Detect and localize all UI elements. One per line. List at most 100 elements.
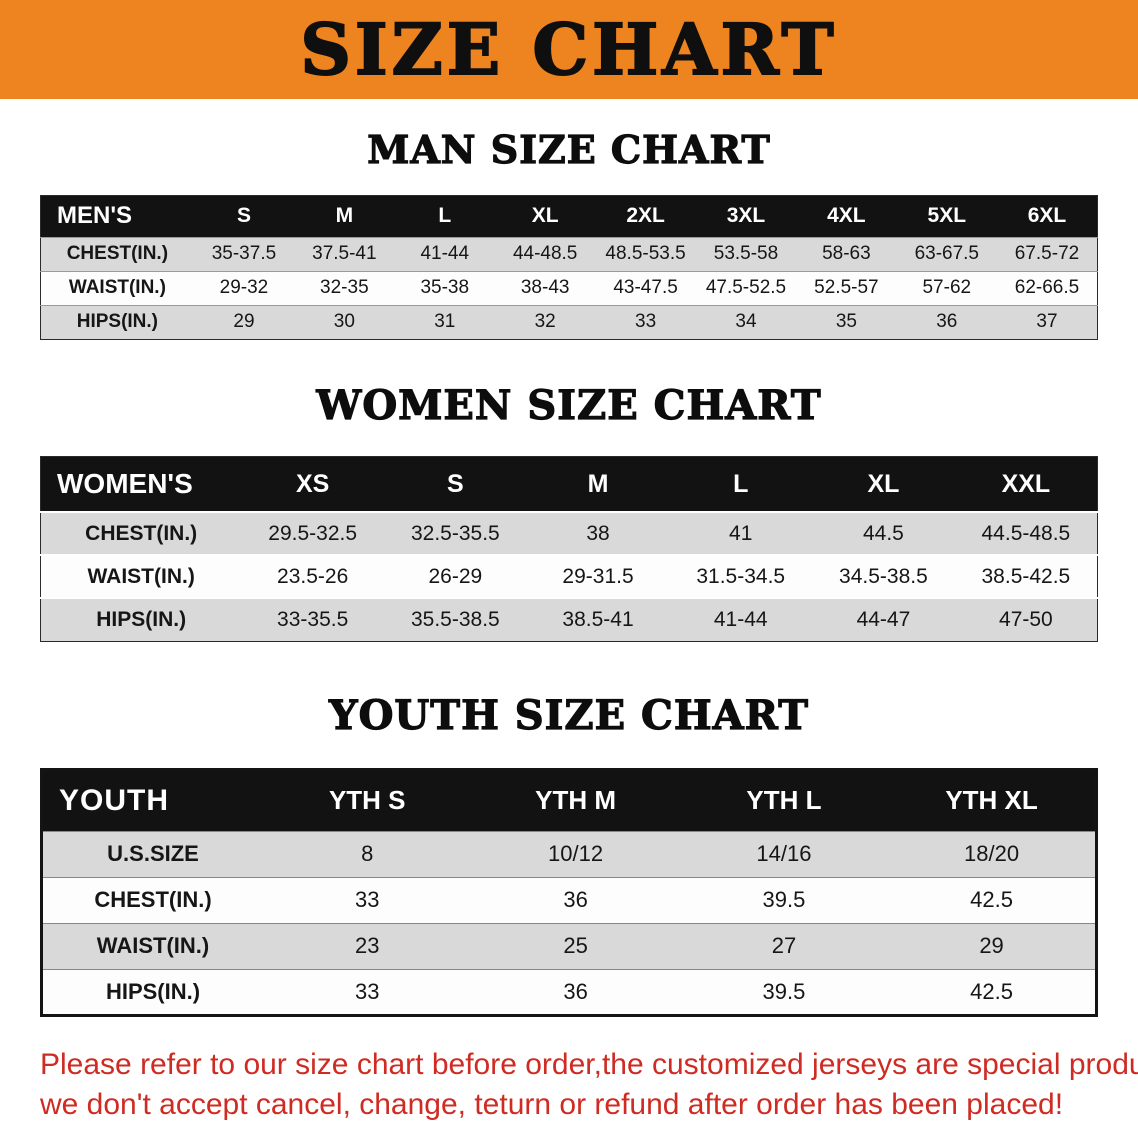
value-cell: 35 xyxy=(796,304,897,340)
size-header-cell: L xyxy=(669,456,813,513)
value-cell: 42.5 xyxy=(888,968,1097,1016)
table-row: WAIST(IN.) 23.5-26 26-29 29-31.5 31.5-34.5 34… xyxy=(40,554,1098,599)
size-header-cell: M xyxy=(526,456,670,513)
value-cell: 33 xyxy=(263,968,472,1016)
value-cell: 62-66.5 xyxy=(997,270,1098,306)
value-cell: 32-35 xyxy=(294,270,395,306)
table-title-cell: MEN'S xyxy=(40,195,194,238)
footer-note-line2: we don't accept cancel, change, teturn o… xyxy=(40,1088,1064,1122)
value-cell: 34.5-38.5 xyxy=(812,554,955,599)
table-row: U.S.SIZE 8 10/12 14/16 18/20 xyxy=(41,830,1097,878)
footer-note: Please refer to our size chart before or… xyxy=(0,1045,1138,1126)
table-row: HIPS(IN.) 29 30 31 32 33 34 35 36 37 xyxy=(40,304,1098,340)
value-cell: 32.5-35.5 xyxy=(384,511,527,556)
value-cell: 18/20 xyxy=(888,830,1097,878)
value-cell: 41-44 xyxy=(669,597,813,642)
value-cell: 35-37.5 xyxy=(193,236,295,272)
women-size-table: WOMEN'S XS S M L XL XXL CHEST(IN.) 29.5-32.5 32.5… xyxy=(40,455,1098,642)
size-header-cell: YTH M xyxy=(471,769,680,832)
table-title-cell: YOUTH xyxy=(41,769,264,832)
banner-title: SIZE CHART xyxy=(299,7,838,91)
youth-size-table: YOUTH YTH S YTH M YTH L YTH XL U.S.SIZE 8 10/12… xyxy=(40,767,1098,1017)
value-cell: 26-29 xyxy=(384,554,527,599)
table-header-row: MEN'S S M L XL 2XL 3XL 4XL 5XL 6XL xyxy=(40,195,1098,238)
value-cell: 44.5 xyxy=(812,511,955,556)
value-cell: 29.5-32.5 xyxy=(241,511,385,556)
value-cell: 33 xyxy=(595,304,696,340)
value-cell: 29 xyxy=(193,304,295,340)
value-cell: 63-67.5 xyxy=(896,236,997,272)
value-cell: 52.5-57 xyxy=(796,270,897,306)
size-header-cell: XS xyxy=(241,456,385,513)
table-header-row: YOUTH YTH S YTH M YTH L YTH XL xyxy=(41,769,1097,832)
size-header-cell: M xyxy=(294,195,395,238)
value-cell: 29-32 xyxy=(193,270,295,306)
size-header-cell: L xyxy=(394,195,495,238)
value-cell: 14/16 xyxy=(679,830,889,878)
value-cell: 44.5-48.5 xyxy=(954,511,1098,556)
size-header-cell: S xyxy=(193,195,295,238)
banner: SIZE CHART xyxy=(0,0,1138,99)
value-cell: 58-63 xyxy=(796,236,897,272)
value-cell: 43-47.5 xyxy=(595,270,696,306)
footer-note-line1: Please refer to our size chart before or… xyxy=(40,1047,1138,1081)
value-cell: 36 xyxy=(471,968,680,1016)
value-cell: 47-50 xyxy=(954,597,1098,642)
value-cell: 25 xyxy=(471,922,680,970)
value-cell: 31 xyxy=(394,304,495,340)
value-cell: 23.5-26 xyxy=(241,554,385,599)
value-cell: 36 xyxy=(896,304,997,340)
value-cell: 38.5-42.5 xyxy=(954,554,1098,599)
size-header-cell: 5XL xyxy=(896,195,997,238)
table-row: CHEST(IN.) 33 36 39.5 42.5 xyxy=(41,876,1097,924)
value-cell: 37 xyxy=(997,304,1098,340)
table-row: HIPS(IN.) 33-35.5 35.5-38.5 38.5-41 41-44 44-… xyxy=(40,597,1098,642)
table-row: HIPS(IN.) 33 36 39.5 42.5 xyxy=(41,968,1097,1016)
value-cell: 44-47 xyxy=(812,597,955,642)
value-cell: 10/12 xyxy=(471,830,680,878)
value-cell: 36 xyxy=(471,876,680,924)
size-header-cell: S xyxy=(384,456,527,513)
row-label-cell: CHEST(IN.) xyxy=(40,511,242,556)
size-header-cell: 3XL xyxy=(695,195,797,238)
value-cell: 23 xyxy=(263,922,472,970)
value-cell: 27 xyxy=(679,922,889,970)
size-header-cell: 2XL xyxy=(595,195,696,238)
men-size-table: MEN'S S M L XL 2XL 3XL 4XL 5XL 6XL CHEST(IN.) 35-37… xyxy=(40,194,1098,340)
row-label-cell: CHEST(IN.) xyxy=(40,236,194,272)
row-label-cell: WAIST(IN.) xyxy=(41,922,264,970)
table-title-cell: WOMEN'S xyxy=(40,456,242,513)
youth-section-heading: YOUTH SIZE CHART xyxy=(328,691,809,739)
size-header-cell: YTH XL xyxy=(888,769,1097,832)
value-cell: 53.5-58 xyxy=(695,236,797,272)
value-cell: 29-31.5 xyxy=(526,554,670,599)
value-cell: 38 xyxy=(526,511,670,556)
value-cell: 32 xyxy=(494,304,596,340)
row-label-cell: HIPS(IN.) xyxy=(40,597,242,642)
size-header-cell: XL xyxy=(494,195,596,238)
size-header-cell: XXL xyxy=(954,456,1098,513)
value-cell: 33-35.5 xyxy=(241,597,385,642)
value-cell: 8 xyxy=(263,830,472,878)
value-cell: 48.5-53.5 xyxy=(595,236,696,272)
row-label-cell: WAIST(IN.) xyxy=(40,270,194,306)
value-cell: 42.5 xyxy=(888,876,1097,924)
value-cell: 67.5-72 xyxy=(997,236,1098,272)
value-cell: 33 xyxy=(263,876,472,924)
row-label-cell: CHEST(IN.) xyxy=(41,876,264,924)
value-cell: 57-62 xyxy=(896,270,997,306)
row-label-cell: HIPS(IN.) xyxy=(41,968,264,1016)
value-cell: 35.5-38.5 xyxy=(384,597,527,642)
value-cell: 41 xyxy=(669,511,813,556)
value-cell: 31.5-34.5 xyxy=(669,554,813,599)
size-header-cell: YTH L xyxy=(679,769,889,832)
row-label-cell: HIPS(IN.) xyxy=(40,304,194,340)
value-cell: 37.5-41 xyxy=(294,236,395,272)
value-cell: 35-38 xyxy=(394,270,495,306)
table-row: WAIST(IN.) 23 25 27 29 xyxy=(41,922,1097,970)
value-cell: 44-48.5 xyxy=(494,236,596,272)
size-header-cell: XL xyxy=(812,456,955,513)
value-cell: 34 xyxy=(695,304,797,340)
value-cell: 38.5-41 xyxy=(526,597,670,642)
table-row: WAIST(IN.) 29-32 32-35 35-38 38-43 43-47.5 47.… xyxy=(40,270,1098,306)
